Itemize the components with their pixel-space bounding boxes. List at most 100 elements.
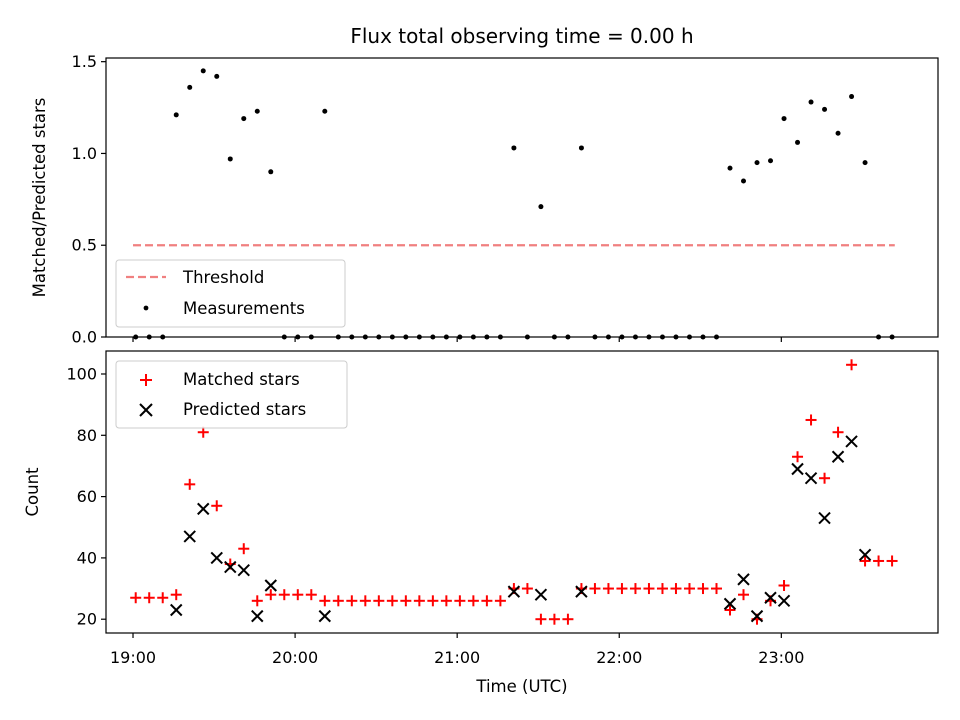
predicted-stars-point bbox=[750, 609, 764, 623]
predicted-stars-point bbox=[183, 530, 196, 543]
x-tick-label: 23:00 bbox=[758, 648, 804, 667]
matched-stars-point bbox=[143, 592, 155, 604]
measurement-point bbox=[727, 165, 733, 171]
predicted-stars-point bbox=[737, 573, 750, 586]
measurement-point bbox=[214, 73, 220, 79]
measurement-point bbox=[862, 160, 868, 166]
matched-stars-point bbox=[278, 589, 290, 601]
measurement-point bbox=[200, 68, 206, 74]
matched-stars-point bbox=[832, 426, 844, 438]
matched-stars-point bbox=[170, 589, 182, 601]
matched-stars-point bbox=[386, 595, 398, 607]
predicted-stars-point bbox=[507, 585, 521, 598]
matched-stars-point bbox=[656, 583, 668, 595]
x-tick-label: 21:00 bbox=[434, 648, 480, 667]
top-y-axis-label: Matched/Predicted stars bbox=[30, 98, 49, 298]
matched-stars-point bbox=[467, 595, 479, 607]
matched-stars-point bbox=[643, 583, 655, 595]
predicted-stars-point bbox=[777, 594, 791, 608]
measurement-point bbox=[835, 130, 841, 136]
matched-stars-point bbox=[197, 426, 209, 438]
predicted-stars-point bbox=[831, 450, 845, 463]
matched-stars-point bbox=[454, 595, 466, 607]
x-axis-label: Time (UTC) bbox=[475, 677, 567, 696]
y-tick-label: 20 bbox=[77, 610, 97, 629]
x-tick-label: 19:00 bbox=[110, 648, 156, 667]
predicted-stars-point bbox=[804, 471, 818, 485]
matched-stars-point bbox=[332, 595, 344, 607]
matched-stars-point bbox=[400, 595, 412, 607]
predicted-stars-point bbox=[791, 462, 804, 476]
predicted-stars-point bbox=[723, 597, 737, 611]
matched-stars-point bbox=[589, 583, 601, 595]
predicted-stars-point bbox=[818, 511, 831, 525]
matched-stars-point bbox=[481, 595, 493, 607]
matched-stars-legend-label: Matched stars bbox=[183, 370, 300, 389]
bottom-plot-marks bbox=[130, 359, 898, 625]
measurements-legend-label: Measurements bbox=[183, 299, 305, 318]
measurement-point bbox=[322, 108, 328, 114]
measurement-point bbox=[227, 156, 233, 162]
y-tick-label: 1.0 bbox=[72, 144, 97, 163]
predicted-stars-point bbox=[858, 548, 872, 562]
matched-stars-point bbox=[157, 592, 169, 604]
measurement-point bbox=[741, 178, 747, 184]
y-tick-label: 100 bbox=[66, 364, 97, 383]
predicted-stars-point bbox=[237, 563, 250, 577]
measurement-point bbox=[538, 204, 544, 210]
measurement-point bbox=[849, 94, 855, 100]
matched-stars-point bbox=[886, 555, 898, 567]
predicted-stars-point bbox=[224, 560, 237, 574]
top-panel: 0.0 0.5 1.0 1.5 Matched/Predicted stars Thr… bbox=[30, 52, 939, 347]
matched-stars-point bbox=[548, 613, 560, 625]
matched-stars-point bbox=[319, 595, 331, 607]
matched-stars-point bbox=[238, 543, 250, 555]
matched-stars-point bbox=[494, 595, 506, 607]
matched-stars-point bbox=[211, 500, 223, 512]
matched-stars-point bbox=[792, 451, 804, 463]
bottom-y-axis-label: Count bbox=[23, 467, 42, 517]
matched-stars-point bbox=[305, 589, 317, 601]
matched-stars-point bbox=[670, 583, 682, 595]
matched-stars-point bbox=[413, 595, 425, 607]
bottom-legend: Matched stars Predicted stars bbox=[115, 360, 348, 429]
matched-stars-point bbox=[359, 595, 371, 607]
predicted-stars-point bbox=[845, 435, 858, 448]
measurements-legend-swatch bbox=[143, 305, 149, 311]
matched-stars-point bbox=[805, 414, 817, 426]
measurement-point bbox=[241, 116, 247, 122]
matched-stars-point bbox=[724, 604, 736, 616]
matched-stars-point bbox=[184, 478, 196, 490]
x-tick-label: 20:00 bbox=[272, 648, 318, 667]
predicted-stars-point bbox=[534, 588, 548, 601]
matched-stars-point bbox=[251, 595, 263, 607]
matched-stars-point bbox=[130, 592, 142, 604]
y-tick-label: 0.5 bbox=[72, 236, 97, 255]
predicted-stars-point bbox=[170, 603, 183, 617]
matched-stars-point bbox=[427, 595, 439, 607]
measurement-point bbox=[781, 116, 787, 122]
y-tick-label: 80 bbox=[77, 426, 97, 445]
predicted-stars-point bbox=[764, 591, 777, 604]
measurement-point bbox=[511, 145, 517, 151]
matched-stars-point bbox=[346, 595, 358, 607]
measurement-point bbox=[578, 145, 584, 151]
bottom-panel: 20 40 60 80 100 19:00 20:00 21:00 22:00 23:00 Cou… bbox=[23, 350, 939, 696]
y-tick-label: 1.5 bbox=[72, 52, 97, 71]
matched-stars-point bbox=[562, 613, 574, 625]
measurement-point bbox=[754, 160, 760, 166]
measurement-point bbox=[268, 169, 274, 175]
matched-stars-point bbox=[629, 583, 641, 595]
matched-stars-point bbox=[819, 472, 831, 484]
measurement-point bbox=[768, 158, 774, 164]
matched-stars-point bbox=[265, 589, 277, 601]
predicted-stars-point bbox=[318, 609, 332, 623]
measurement-point bbox=[822, 106, 828, 112]
predicted-stars-point bbox=[197, 502, 210, 516]
matched-stars-point bbox=[778, 579, 790, 591]
predicted-stars-legend-label: Predicted stars bbox=[183, 400, 306, 419]
matched-stars-point bbox=[535, 613, 547, 625]
predicted-stars-legend-swatch bbox=[139, 403, 153, 417]
measurement-point bbox=[795, 139, 801, 145]
